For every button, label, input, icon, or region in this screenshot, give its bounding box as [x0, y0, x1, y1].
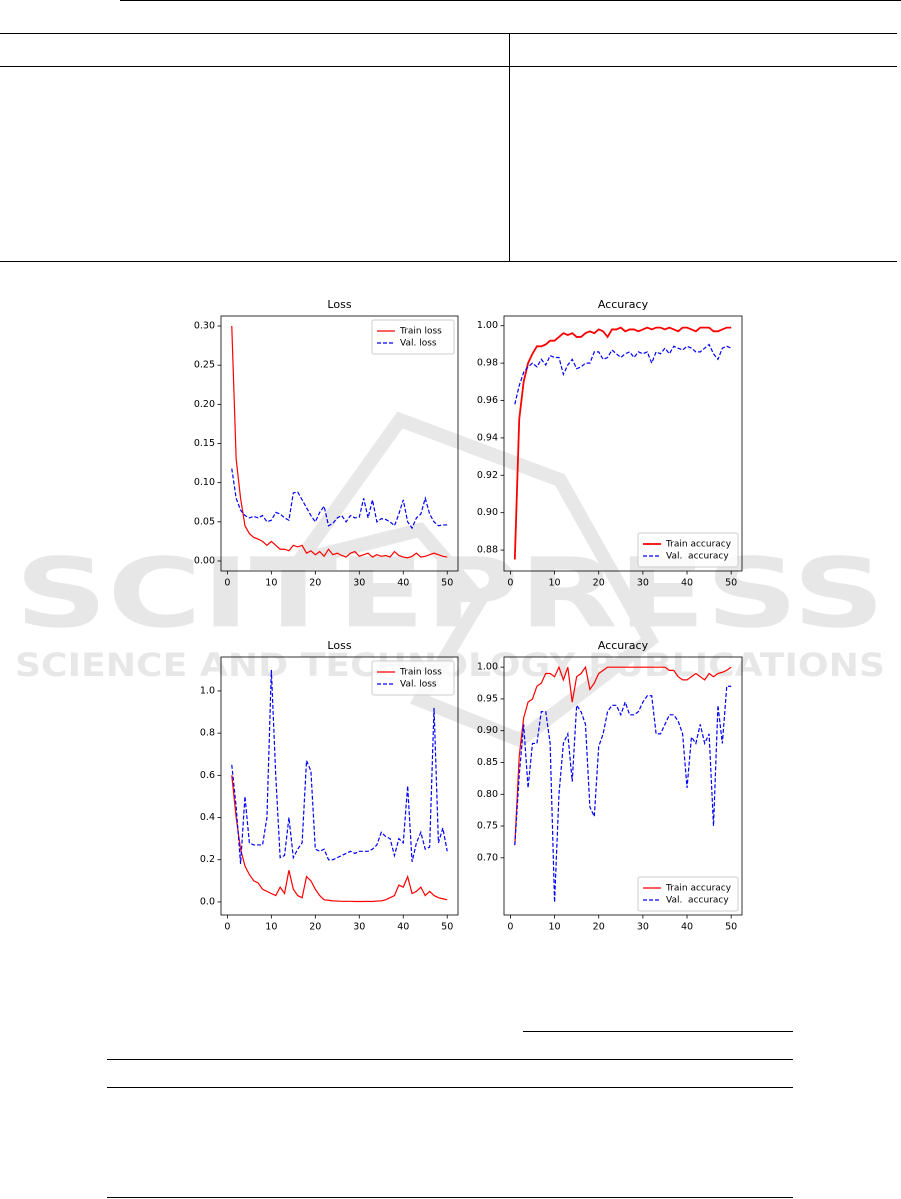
x-tick-label: 30 — [353, 922, 365, 933]
x-tick-label: 50 — [725, 578, 737, 589]
legend: Train accuracy Val. accuracy — [637, 876, 739, 912]
x-tick-label: 10 — [265, 922, 277, 933]
x-tick-label: 0 — [224, 578, 230, 589]
y-tick-label: 1.0 — [200, 685, 215, 696]
bottom-table — [107, 1031, 793, 1198]
x-tick-label: 0 — [507, 922, 513, 933]
y-tick-label: 0.96 — [477, 395, 498, 406]
series-line — [514, 343, 732, 405]
x-tick-label: 20 — [309, 578, 321, 589]
y-tick-label: 0.90 — [477, 507, 498, 518]
plot-frame — [220, 656, 459, 916]
top-table — [0, 0, 901, 262]
legend-label: Train accuracy — [665, 540, 732, 550]
plot-frame — [503, 656, 743, 916]
series-line — [514, 665, 732, 846]
legend-label: Train loss — [399, 668, 442, 678]
legend-label: Train loss — [399, 327, 442, 337]
y-tick-label: 0.85 — [477, 757, 498, 768]
chart-title: Loss — [327, 298, 351, 311]
chart: Loss 0.00 0.05 0.10 0.15 0.20 0.25 0.30 0 10 20 30 4… — [194, 298, 459, 589]
y-tick-label: 0.80 — [477, 789, 498, 800]
y-tick-label: 0.94 — [477, 432, 498, 443]
series-line — [231, 669, 448, 864]
legend: Train accuracy Val. accuracy — [637, 532, 739, 568]
y-tick-label: 0.6 — [200, 770, 215, 781]
y-tick-label: 0.4 — [200, 812, 215, 823]
x-tick-label: 40 — [397, 578, 409, 589]
watermark-title: SCITEPRESS — [15, 537, 885, 649]
x-tick-label: 10 — [265, 578, 277, 589]
series-line — [231, 326, 448, 559]
y-tick-label: 0.90 — [477, 725, 498, 736]
legend-label: Train accuracy — [665, 884, 732, 894]
legend-label: Val. loss — [400, 680, 437, 690]
series-line — [231, 775, 448, 903]
y-tick-label: 0.0 — [200, 896, 215, 907]
legend-label: Val. accuracy — [666, 552, 729, 562]
chart: Accuracy 0.70 0.75 0.80 0.85 0.90 0.95 1.00 0 10 2… — [477, 639, 743, 933]
chart: Loss 0.0 0.2 0.4 0.6 0.8 1.0 0 10 20 30 40 50 Train l… — [200, 639, 459, 933]
chart-title: Accuracy — [598, 298, 649, 311]
x-tick-label: 10 — [549, 922, 561, 933]
y-tick-label: 1.00 — [477, 662, 498, 673]
y-tick-label: 0.30 — [194, 321, 215, 332]
x-tick-label: 20 — [309, 922, 321, 933]
x-tick-label: 10 — [549, 578, 561, 589]
legend-frame — [371, 660, 455, 696]
x-tick-label: 0 — [507, 578, 513, 589]
series-line — [231, 468, 448, 530]
legend-label: Val. accuracy — [666, 896, 729, 906]
x-tick-label: 20 — [593, 578, 605, 589]
chart: Accuracy 0.88 0.90 0.92 0.94 0.96 0.98 1.00 0 10 2… — [477, 298, 743, 589]
legend: Train loss Val. loss — [371, 319, 455, 355]
legend: Train loss Val. loss — [371, 660, 455, 696]
y-tick-label: 0.25 — [194, 360, 215, 371]
y-tick-label: 1.00 — [477, 320, 498, 331]
x-tick-label: 20 — [593, 922, 605, 933]
x-tick-label: 40 — [681, 922, 693, 933]
y-tick-label: 0.20 — [194, 399, 215, 410]
x-tick-label: 40 — [397, 922, 409, 933]
y-tick-label: 0.15 — [194, 438, 215, 449]
legend-frame — [637, 532, 739, 568]
x-tick-label: 30 — [353, 578, 365, 589]
y-tick-label: 0.98 — [477, 358, 498, 369]
y-tick-label: 0.88 — [477, 545, 498, 556]
y-tick-label: 0.92 — [477, 470, 498, 481]
x-tick-label: 30 — [637, 922, 649, 933]
x-tick-label: 40 — [681, 578, 693, 589]
x-tick-label: 0 — [224, 922, 230, 933]
chart-title: Accuracy — [598, 639, 649, 652]
y-tick-label: 0.10 — [194, 477, 215, 488]
legend-frame — [637, 876, 739, 912]
y-tick-label: 0.95 — [477, 693, 498, 704]
y-tick-label: 0.75 — [477, 821, 498, 832]
series-line — [514, 685, 732, 903]
legend-frame — [371, 319, 455, 355]
y-tick-label: 0.00 — [194, 555, 215, 566]
chart-title: Loss — [327, 639, 351, 652]
x-tick-label: 50 — [441, 578, 453, 589]
y-tick-label: 0.2 — [200, 854, 215, 865]
y-tick-label: 0.70 — [477, 852, 498, 863]
legend-label: Val. loss — [400, 339, 437, 349]
series-line — [513, 326, 732, 560]
plot-frame — [503, 315, 743, 572]
y-tick-label: 0.8 — [200, 728, 215, 739]
x-tick-label: 50 — [441, 922, 453, 933]
y-tick-label: 0.05 — [194, 516, 215, 527]
watermark-logo — [283, 411, 660, 748]
x-tick-label: 30 — [637, 578, 649, 589]
x-tick-label: 50 — [725, 922, 737, 933]
